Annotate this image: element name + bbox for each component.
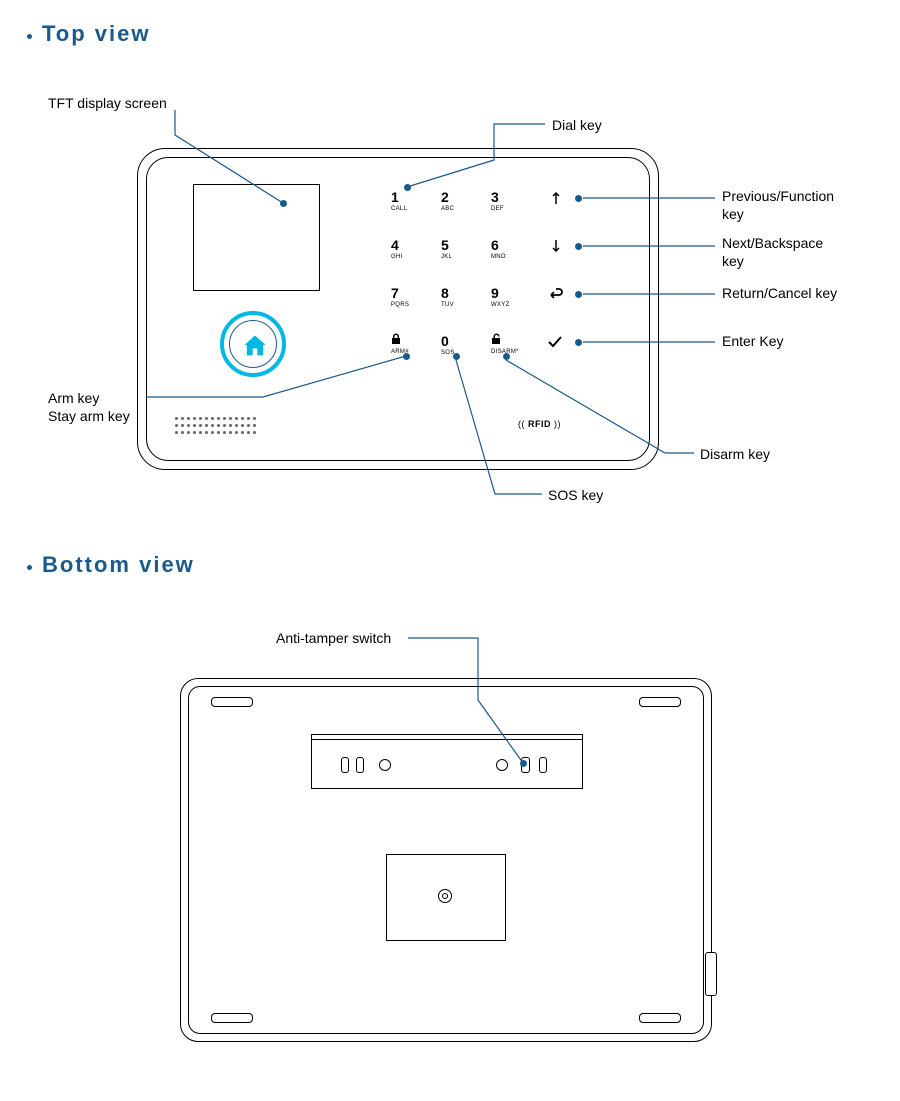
screw-hole [438, 889, 452, 903]
key-6[interactable]: 6MNO [491, 237, 506, 260]
side-port [705, 952, 717, 996]
label-tamper: Anti-tamper switch [276, 630, 391, 648]
label-disarm: Disarm key [700, 446, 770, 464]
dot-arm [403, 353, 410, 360]
key-down[interactable] [551, 239, 561, 256]
home-button[interactable] [220, 311, 286, 377]
unlock-icon [491, 333, 503, 345]
check-icon [548, 336, 562, 348]
speaker-grille [173, 414, 263, 435]
key-disarm[interactable]: DISARM* [491, 333, 519, 355]
dot-next [575, 243, 582, 250]
rfid-label: ((RFID)) [518, 419, 561, 429]
foot [639, 697, 681, 707]
bullet [27, 34, 32, 39]
dot-tamper [520, 760, 527, 767]
key-0[interactable]: 0SOS [441, 333, 455, 356]
dot-enter [575, 339, 582, 346]
device-bottom-outline [180, 678, 712, 1042]
foot [211, 1013, 253, 1023]
label-arm: Arm key [48, 390, 99, 408]
key-4[interactable]: 4GHI [391, 237, 403, 260]
label-sos: SOS key [548, 487, 603, 505]
tft-screen [193, 184, 320, 291]
label-dial: Dial key [552, 117, 602, 135]
label-tft: TFT display screen [48, 95, 167, 113]
key-5[interactable]: 5JKL [441, 237, 452, 260]
foot [639, 1013, 681, 1023]
label-stay: Stay arm key [48, 408, 130, 426]
label-return: Return/Cancel key [722, 285, 837, 303]
arrow-up-icon [551, 191, 561, 205]
lock-icon [391, 333, 401, 345]
dot-tft [280, 200, 287, 207]
foot [211, 697, 253, 707]
home-icon [241, 332, 269, 360]
key-2[interactable]: 2ABC [441, 189, 454, 212]
heading-bottom-view: Bottom view [42, 552, 195, 578]
arrow-down-icon [551, 239, 561, 253]
bullet [27, 565, 32, 570]
key-9[interactable]: 9WXYZ [491, 285, 510, 308]
key-3[interactable]: 3DEF [491, 189, 504, 212]
dot-dial [404, 184, 411, 191]
key-enter[interactable] [548, 336, 562, 351]
key-back[interactable] [547, 287, 563, 302]
key-1[interactable]: 1CALL [391, 189, 407, 212]
key-8[interactable]: 8TUV [441, 285, 454, 308]
label-next: Next/Backspace key [722, 235, 823, 270]
key-7[interactable]: 7PQRS [391, 285, 409, 308]
dot-return [575, 291, 582, 298]
heading-top-view: Top view [42, 21, 151, 47]
dot-prev [575, 195, 582, 202]
dot-disarm [503, 353, 510, 360]
label-enter: Enter Key [722, 333, 783, 351]
dot-sos [453, 353, 460, 360]
key-up[interactable] [551, 191, 561, 208]
label-prev: Previous/Function key [722, 188, 834, 223]
return-icon [547, 287, 563, 299]
key-arm[interactable]: ARM# [391, 333, 409, 355]
